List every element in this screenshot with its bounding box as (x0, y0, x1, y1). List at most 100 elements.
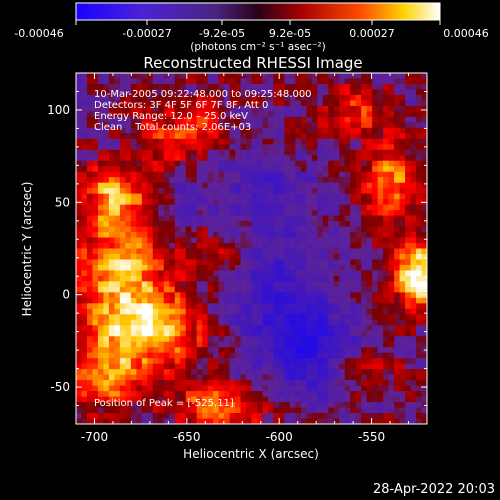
heatmap-cell (103, 396, 110, 403)
heatmap-cell (108, 330, 115, 337)
heatmap-cell (76, 380, 82, 387)
heatmap-cell (158, 275, 165, 282)
heatmap-cell (366, 232, 373, 238)
heatmap-cell (119, 369, 126, 376)
heatmap-cell (306, 391, 313, 397)
heatmap-cell (361, 402, 368, 408)
heatmap-cell (207, 226, 214, 233)
heatmap-cell (410, 133, 417, 140)
heatmap-cell (114, 226, 121, 233)
heatmap-cell (394, 308, 400, 315)
heatmap-cell (180, 100, 187, 107)
heatmap-cell (251, 319, 258, 326)
heatmap-cell (81, 385, 88, 392)
heatmap-cell (207, 105, 214, 112)
heatmap-cell (130, 369, 137, 376)
heatmap-cell (350, 358, 357, 365)
heatmap-cell (388, 94, 395, 101)
heatmap-cell (366, 297, 373, 304)
heatmap-cell (267, 270, 274, 277)
heatmap-cell (322, 259, 329, 266)
heatmap-cell (240, 275, 247, 282)
heatmap-cell (300, 111, 307, 118)
heatmap-cell (300, 116, 307, 123)
heatmap-cell (108, 407, 115, 414)
heatmap-cell (267, 391, 274, 397)
heatmap-cell (152, 402, 159, 408)
heatmap-cell (81, 182, 88, 189)
heatmap-cell (278, 111, 285, 118)
heatmap-cell (213, 166, 219, 173)
heatmap-cell (361, 188, 368, 195)
heatmap-cell (394, 385, 400, 392)
heatmap-cell (355, 204, 362, 211)
heatmap-cell (394, 127, 400, 134)
heatmap-cell (196, 330, 203, 337)
heatmap-cell (185, 221, 192, 227)
heatmap-cell (218, 111, 225, 118)
heatmap-cell (289, 160, 296, 167)
heatmap-cell (405, 215, 411, 222)
heatmap-cell (339, 286, 346, 293)
heatmap-cell (289, 116, 296, 123)
heatmap-cell (377, 210, 384, 216)
heatmap-cell (399, 83, 406, 90)
heatmap-cell (251, 391, 258, 397)
heatmap-cell (114, 193, 121, 200)
heatmap-cell (251, 374, 258, 381)
heatmap-cell (394, 264, 400, 271)
heatmap-cell (141, 297, 148, 304)
heatmap-cell (191, 402, 198, 408)
heatmap-cell (114, 402, 121, 408)
heatmap-cell (141, 253, 148, 260)
heatmap-cell (207, 297, 214, 304)
heatmap-cell (174, 160, 181, 167)
heatmap-cell (246, 341, 252, 348)
heatmap-cell (108, 232, 115, 238)
heatmap-cell (125, 226, 132, 233)
heatmap-cell (394, 391, 400, 397)
heatmap-cell (388, 385, 395, 392)
heatmap-cell (300, 303, 307, 310)
heatmap-cell (119, 402, 126, 408)
heatmap-cell (317, 341, 324, 348)
heatmap-cell (278, 171, 285, 178)
heatmap-cell (240, 122, 247, 129)
heatmap-cell (256, 281, 263, 288)
heatmap-cell (235, 243, 241, 249)
heatmap-cell (256, 341, 263, 348)
heatmap-cell (97, 182, 104, 189)
heatmap-cell (372, 303, 379, 310)
heatmap-cell (76, 413, 82, 419)
heatmap-cell (295, 226, 302, 233)
heatmap-cell (103, 319, 110, 326)
heatmap-cell (273, 182, 280, 189)
heatmap-cell (185, 232, 192, 238)
heatmap-cell (224, 78, 230, 85)
heatmap-cell (256, 243, 263, 249)
heatmap-cell (240, 369, 247, 376)
heatmap-cell (278, 166, 285, 173)
heatmap-cell (235, 325, 241, 332)
heatmap-cell (361, 210, 368, 216)
heatmap-cell (383, 418, 390, 425)
heatmap-cell (169, 418, 176, 425)
heatmap-cell (86, 166, 93, 173)
heatmap-cell (136, 177, 143, 184)
heatmap-cell (163, 270, 170, 277)
heatmap-cell (235, 204, 241, 211)
heatmap-cell (328, 138, 335, 145)
heatmap-cell (256, 232, 263, 238)
heatmap-cell (267, 111, 274, 118)
heatmap-cell (191, 199, 198, 206)
heatmap-cell (224, 160, 230, 167)
heatmap-cell (267, 292, 274, 299)
heatmap-cell (366, 116, 373, 123)
heatmap-cell (152, 385, 159, 392)
heatmap-cell (405, 122, 411, 129)
heatmap-cell (158, 122, 165, 129)
heatmap-cell (76, 385, 82, 392)
heatmap-cell (366, 385, 373, 392)
heatmap-cell (333, 166, 340, 173)
heatmap-cell (388, 281, 395, 288)
